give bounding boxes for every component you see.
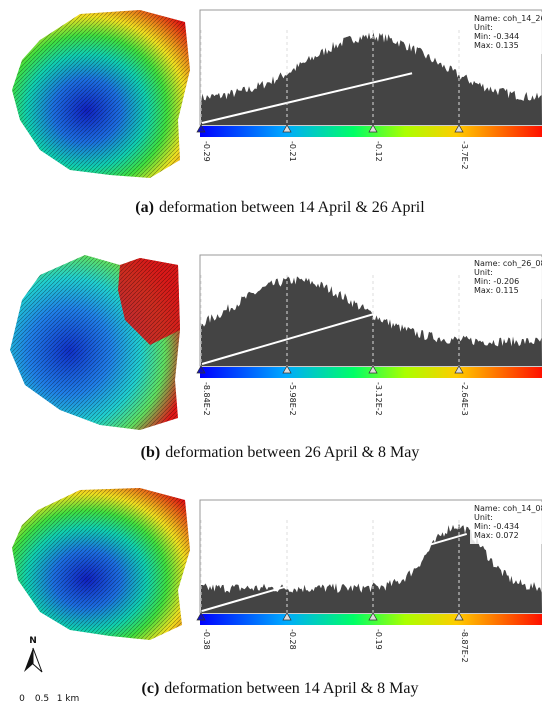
scale-label: 0.5: [35, 694, 49, 704]
info-min: Min: -0.206: [474, 277, 519, 286]
caption-label: (c): [142, 680, 160, 697]
info-box: [470, 12, 542, 54]
tick-marker: [454, 124, 464, 133]
tick-marker: [454, 612, 464, 621]
tick-marker: [368, 365, 378, 374]
caption-text: deformation between 26 April & 8 May: [165, 444, 419, 461]
tick-marker: [196, 365, 206, 374]
tick-marker: [282, 365, 292, 374]
tick-marker: [196, 612, 206, 621]
histogram-shape: [201, 523, 542, 613]
tick-label: -8.84E-2: [202, 382, 211, 416]
scale-bar: N 0 0.5 1 km: [19, 636, 79, 704]
info-min: Min: -0.434: [474, 522, 519, 531]
tick-label: -3.12E-2: [374, 382, 383, 416]
map-c-texture: [12, 488, 190, 640]
north-label: N: [29, 636, 37, 646]
tick-marker: [196, 124, 206, 133]
caption: (c) deformation between 14 April & 8 May: [142, 680, 419, 697]
info-unit: Unit:: [474, 513, 493, 522]
tick-label: -0.38: [202, 629, 211, 650]
info-unit: Unit:: [474, 268, 493, 277]
info-max: Max: 0.072: [474, 531, 519, 540]
tick-marker: [282, 612, 292, 621]
tick-label: -3.7E-2: [460, 141, 469, 170]
histogram-shape: [201, 32, 542, 126]
tick-label: -5.98E-2: [288, 382, 297, 416]
info-max: Max: 0.115: [474, 286, 519, 295]
tick-marker: [282, 124, 292, 133]
north-arrow: [24, 648, 33, 672]
info-min: Min: -0.344: [474, 32, 519, 41]
tick-label: -0.28: [288, 629, 297, 650]
tick-label: -0.19: [374, 629, 383, 650]
caption-text: deformation between 14 April & 8 May: [164, 680, 418, 697]
tick-label: -8.87E-2: [460, 629, 469, 663]
info-name: Name: coh_14_08: [474, 504, 542, 513]
tick-marker: [454, 365, 464, 374]
info-box: [470, 502, 542, 544]
info-name: Name: coh_14_26: [474, 14, 542, 23]
tick-marker: [368, 124, 378, 133]
tick-label: -2.64E-3: [460, 382, 469, 416]
stretch-line: [201, 303, 406, 365]
tick-label: -0.12: [374, 141, 383, 162]
info-box: [470, 257, 542, 299]
info-max: Max: 0.135: [474, 41, 519, 50]
caption-text: deformation between 14 April & 26 April: [159, 199, 425, 216]
caption-label: (b): [141, 444, 161, 461]
north-arrow: [32, 647, 43, 673]
caption: (b) deformation between 26 April & 8 May: [141, 444, 420, 461]
stretch-line: [201, 72, 413, 124]
stretch-line: [201, 532, 468, 612]
tick-label: -0.21: [288, 141, 297, 162]
caption: (a) deformation between 14 April & 26 Apr…: [135, 199, 425, 216]
caption-label: (a): [135, 199, 154, 216]
histogram-shape: [201, 276, 542, 366]
scale-label: 1 km: [57, 694, 80, 704]
info-unit: Unit:: [474, 23, 493, 32]
tick-marker: [368, 612, 378, 621]
maps: [10, 10, 190, 640]
map-b-texture: [10, 255, 180, 430]
scale-label: 0: [19, 694, 25, 704]
info-name: Name: coh_26_08: [474, 259, 542, 268]
map-a-texture: [12, 10, 190, 178]
tick-label: -0.29: [202, 141, 211, 162]
